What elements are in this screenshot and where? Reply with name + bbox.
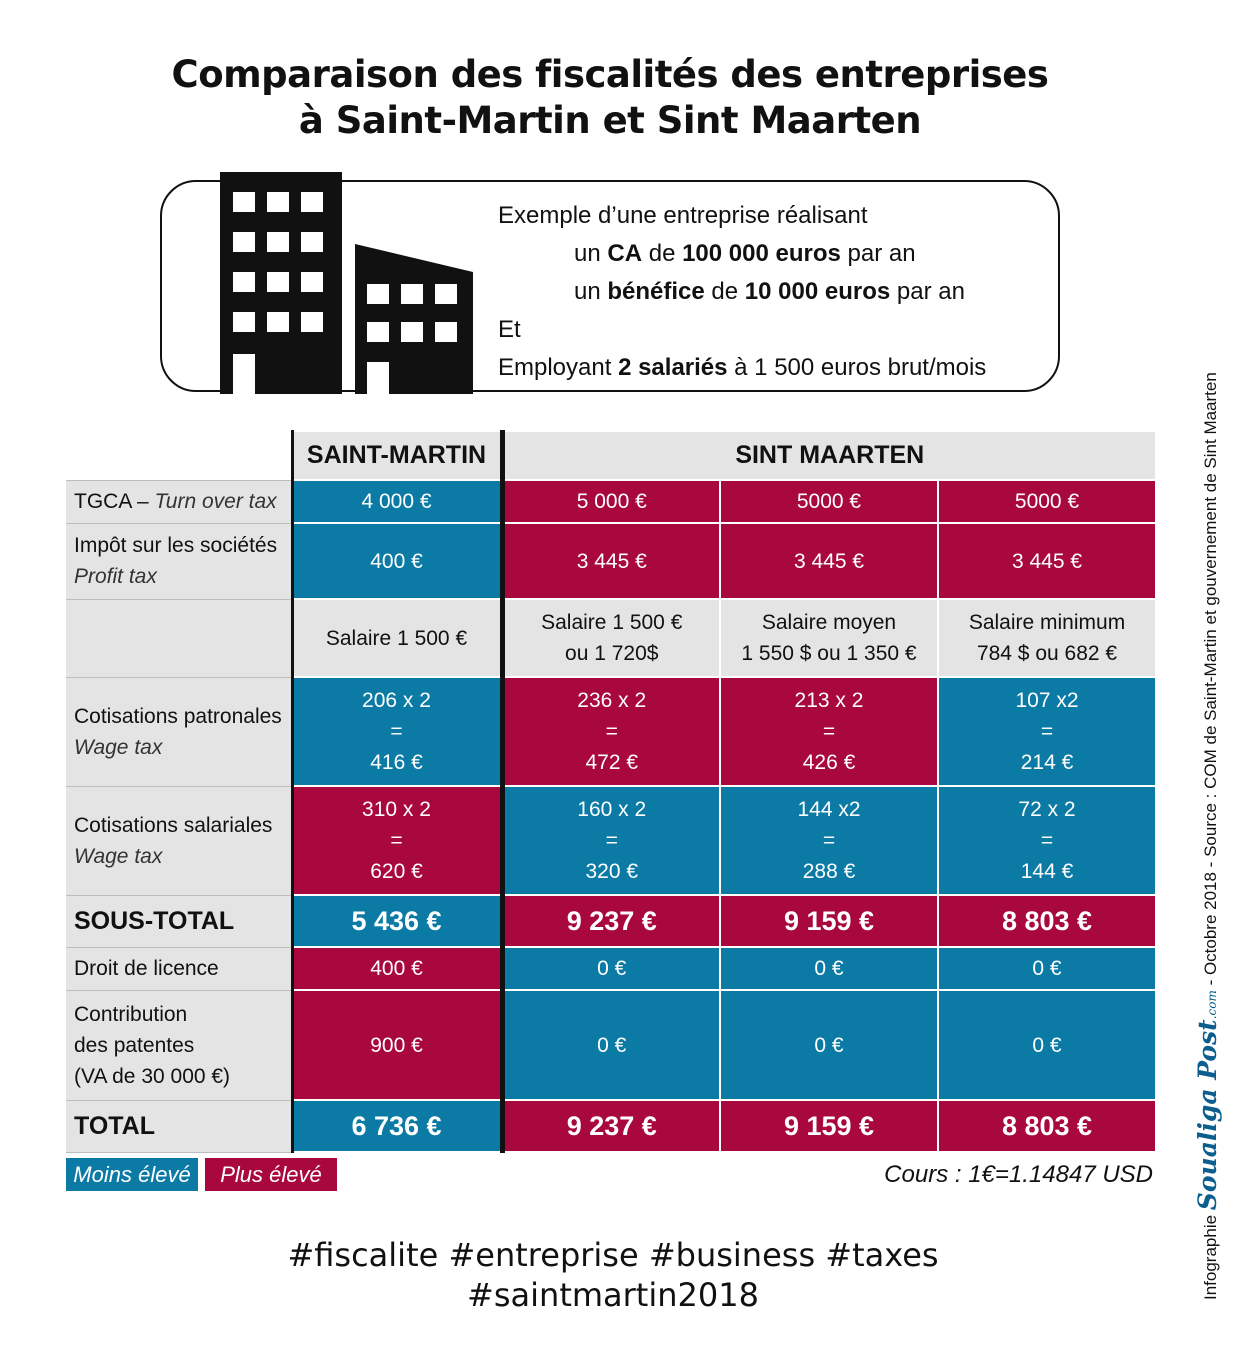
- cell-salaire-sx-2: Salaire moyen 1 550 $ ou 1 350 €: [719, 598, 939, 678]
- table-row-tgca: TGCA – Turn over tax 4 000 € 5 000 € 500…: [66, 479, 1158, 524]
- row-label-tgca: TGCA – Turn over tax: [66, 479, 294, 524]
- cell-tgca-sx-1: 5 000 €: [501, 479, 721, 524]
- cell-is-sx-2: 3 445 €: [719, 522, 939, 600]
- table-row-salariales: Cotisations salariales Wage tax 310 x 2 = 6…: [66, 785, 1158, 896]
- cell-total-sx-1: 9 237 €: [501, 1099, 721, 1153]
- row-label-is: Impôt sur les sociétés Profit tax: [66, 522, 294, 600]
- cell-tgca-sx-2: 5000 €: [719, 479, 939, 524]
- cell-soustotal-sx-1: 9 237 €: [501, 894, 721, 948]
- header-blank: [66, 431, 294, 480]
- cell-soustotal-sx-3: 8 803 €: [936, 894, 1158, 948]
- cell-patentes-sm: 900 €: [291, 989, 505, 1101]
- credit-prefix: Infographie: [1201, 1210, 1220, 1300]
- row-label-total: TOTAL: [66, 1099, 294, 1153]
- title-line-2: à Saint-Martin et Sint Maarten: [298, 99, 922, 142]
- example-intro: Exemple d’une entreprise réalisant: [498, 202, 868, 229]
- cell-salariales-sx-1: 160 x 2 = 320 €: [501, 785, 721, 896]
- table-header-row: SAINT-MARTIN SINT MAARTEN: [66, 430, 1158, 481]
- row-label-salariales: Cotisations salariales Wage tax: [66, 785, 294, 896]
- cell-is-sm: 400 €: [291, 522, 505, 600]
- cell-tgca-sm: 4 000 €: [291, 479, 505, 524]
- ben-mid: de: [704, 278, 745, 305]
- exchange-rate: Cours : 1€=1.14847 USD: [884, 1161, 1153, 1188]
- ben-post: par an: [890, 278, 965, 305]
- cell-licence-sm: 400 €: [291, 946, 505, 991]
- example-employees: Employant 2 salariés à 1 500 euros brut/…: [498, 349, 1038, 387]
- cell-salaire-sx-1: Salaire 1 500 € ou 1 720$: [501, 598, 721, 678]
- hashtags-line-2: #saintmartin2018: [467, 1276, 759, 1314]
- legend-lower: Moins élevé: [66, 1158, 198, 1191]
- example-benefice: un bénéfice de 10 000 euros par an: [498, 273, 1038, 311]
- row-label-licence: Droit de licence: [66, 946, 294, 991]
- source-credit: Infographie Soualiga Post.com - Octobre …: [1193, 372, 1223, 1300]
- cell-patronales-sx-3: 107 x2 = 214 €: [936, 676, 1158, 787]
- cell-is-sx-1: 3 445 €: [501, 522, 721, 600]
- table-row-salaire: Salaire 1 500 € Salaire 1 500 € ou 1 720$…: [66, 598, 1158, 678]
- cell-tgca-sx-3: 5000 €: [936, 479, 1158, 524]
- cell-patentes-sx-3: 0 €: [936, 989, 1158, 1101]
- table-row-patronales: Cotisations patronales Wage tax 206 x 2 = 4…: [66, 676, 1158, 787]
- title-line-1: Comparaison des fiscalités des entrepris…: [171, 53, 1049, 96]
- hashtags: #fiscalite #entreprise #business #taxes …: [0, 1235, 1226, 1315]
- cell-licence-sx-3: 0 €: [936, 946, 1158, 991]
- table-row-total: TOTAL 6 736 € 9 237 € 9 159 € 8 803 €: [66, 1099, 1158, 1153]
- tall-building-windows: [233, 192, 323, 394]
- ben-value: 10 000 euros: [744, 278, 891, 305]
- cell-licence-sx-2: 0 €: [719, 946, 939, 991]
- hashtags-line-1: #fiscalite #entreprise #business #taxes: [287, 1236, 939, 1274]
- ca-post: par an: [840, 240, 916, 267]
- cell-patronales-sx-2: 213 x 2 = 426 €: [719, 676, 939, 787]
- credit-source: - Octobre 2018 - Source : COM de Saint-M…: [1201, 372, 1220, 991]
- publisher-logo: Soualiga Post.com: [1193, 990, 1222, 1211]
- cell-total-sx-2: 9 159 €: [719, 1099, 939, 1153]
- ca-label: CA: [607, 240, 643, 267]
- cell-licence-sx-1: 0 €: [501, 946, 721, 991]
- cell-patentes-sx-2: 0 €: [719, 989, 939, 1101]
- cell-patronales-sm: 206 x 2 = 416 €: [291, 676, 505, 787]
- table-row-soustotal: SOUS-TOTAL 5 436 € 9 237 € 9 159 € 8 803…: [66, 894, 1158, 948]
- table-row-is: Impôt sur les sociétés Profit tax 400 € 3…: [66, 522, 1158, 600]
- buildings-icon: [220, 172, 473, 394]
- ca-mid: de: [642, 240, 683, 267]
- row-label-salaire: [66, 598, 294, 678]
- example-box: [160, 180, 1060, 392]
- short-building-windows: [367, 284, 457, 394]
- cell-soustotal-sx-2: 9 159 €: [719, 894, 939, 948]
- cell-salariales-sm: 310 x 2 = 620 €: [291, 785, 505, 896]
- cell-patentes-sx-1: 0 €: [501, 989, 721, 1101]
- table-row-licence: Droit de licence 400 € 0 € 0 € 0 €: [66, 946, 1158, 991]
- header-saint-martin: SAINT-MARTIN: [291, 430, 505, 481]
- row-label-soustotal: SOUS-TOTAL: [66, 894, 294, 948]
- cell-is-sx-3: 3 445 €: [936, 522, 1158, 600]
- emp-value: 2 salariés: [618, 354, 728, 381]
- ben-pre: un: [574, 278, 608, 305]
- ben-label: bénéfice: [607, 278, 705, 305]
- legend-higher: Plus élevé: [205, 1158, 337, 1191]
- cell-total-sm: 6 736 €: [291, 1099, 505, 1153]
- ca-value: 100 000 euros: [682, 240, 841, 267]
- cell-salaire-sx-3: Salaire minimum 784 $ ou 682 €: [936, 598, 1158, 678]
- cell-patronales-sx-1: 236 x 2 = 472 €: [501, 676, 721, 787]
- example-et: Et: [498, 316, 521, 343]
- comparison-table: SAINT-MARTIN SINT MAARTEN TGCA – Turn ov…: [66, 430, 1158, 1153]
- cell-salariales-sx-3: 72 x 2 = 144 €: [936, 785, 1158, 896]
- page-title: Comparaison des fiscalités des entrepris…: [0, 52, 1220, 144]
- cell-salaire-sm: Salaire 1 500 €: [291, 598, 505, 678]
- emp-post: à 1 500 euros brut/mois: [727, 354, 987, 381]
- row-label-patentes: Contribution des patentes (VA de 30 000 €): [66, 989, 294, 1101]
- short-building: [355, 244, 473, 394]
- example-ca: un CA de 100 000 euros par an: [498, 235, 1038, 273]
- table-row-patentes: Contribution des patentes (VA de 30 000 €)…: [66, 989, 1158, 1101]
- emp-pre: Employant: [498, 354, 619, 381]
- header-sint-maarten: SINT MAARTEN: [500, 430, 1158, 481]
- cell-salariales-sx-2: 144 x2 = 288 €: [719, 785, 939, 896]
- example-description: Exemple d’une entreprise réalisant un CA…: [498, 197, 1038, 387]
- cell-total-sx-3: 8 803 €: [936, 1099, 1158, 1153]
- cell-soustotal-sm: 5 436 €: [291, 894, 505, 948]
- row-label-patronales: Cotisations patronales Wage tax: [66, 676, 294, 787]
- ca-pre: un: [574, 240, 608, 267]
